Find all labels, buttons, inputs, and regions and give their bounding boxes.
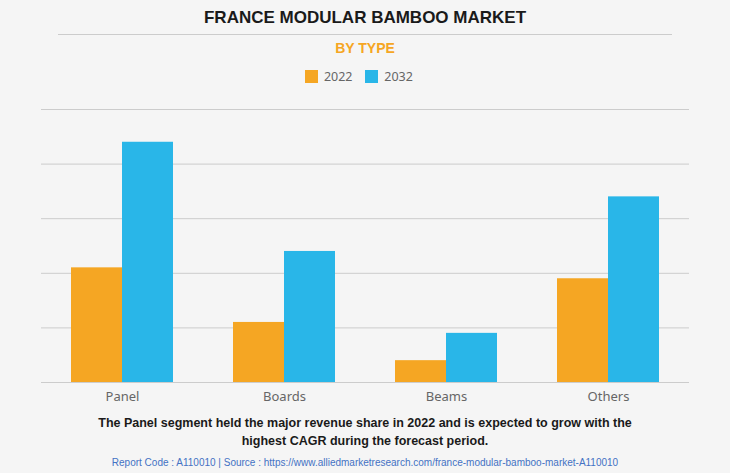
- html-text:Report Code : A110010 | Source: Report Code : A110010 | Source : https:/…: [111, 456, 619, 468]
- html-text:FRANCE MODULAR BAMBOO MARKET: FRANCE MODULAR BAMBOO MARKET: [204, 8, 526, 27]
- svg-text:Panel: Panel: [106, 387, 140, 405]
- html-text:BY TYPE: BY TYPE: [335, 40, 395, 56]
- svg-text:Boards: Boards: [263, 387, 306, 405]
- svg-text:Others: Others: [588, 387, 630, 405]
- html-text:2022: 2022: [323, 68, 353, 85]
- html-text:2032: 2032: [384, 68, 413, 85]
- html-text:The Panel segment held the maj: The Panel segment held the major revenue…: [98, 416, 632, 449]
- svg-text:Beams: Beams: [426, 387, 467, 405]
